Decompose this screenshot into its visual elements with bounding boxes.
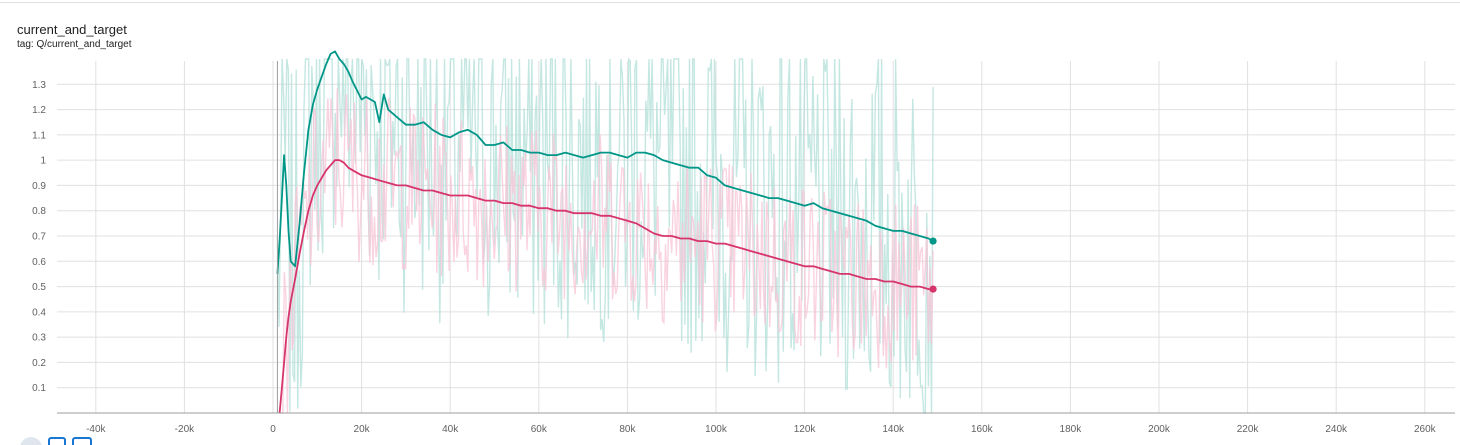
x-tick-label: 120k (794, 424, 817, 435)
chart-title: current_and_target (17, 22, 127, 37)
x-tick-label: 260k (1414, 424, 1437, 435)
raw-series-line-2 (279, 88, 934, 414)
top-divider (0, 2, 1460, 3)
fit-domain-icon[interactable] (20, 437, 42, 445)
smoothed-series-layer (276, 50, 937, 414)
axes: 0.1 0.2 0.3 0.4 0.5 0.6 0.7 0.8 0.9 1 1.1 1.2 1.3 -40… (32, 61, 1455, 435)
log-scale-icon[interactable] (48, 437, 66, 445)
download-icon[interactable] (72, 437, 92, 445)
x-tick-label: 80k (619, 424, 636, 435)
y-tick-label: 0.4 (32, 307, 46, 318)
y-tick-label: 0.5 (32, 282, 46, 293)
y-tick-label: 0.3 (32, 333, 46, 344)
x-tick-label: 160k (971, 424, 994, 435)
y-tick-label: 0.6 (32, 257, 46, 268)
y-tick-label: 1.3 (32, 80, 46, 91)
x-tick-label: 60k (531, 424, 548, 435)
y-tick-label: 0.1 (32, 383, 46, 394)
x-tick-label: 200k (1148, 424, 1171, 435)
x-tick-label: 240k (1325, 424, 1348, 435)
x-tick-label: 20k (354, 424, 371, 435)
series-end-point-1 (929, 237, 937, 245)
x-tick-label: 100k (705, 424, 728, 435)
series-end-point-2 (929, 285, 937, 293)
y-tick-label: 1.1 (32, 130, 46, 141)
y-tick-label: 0.9 (32, 181, 46, 192)
y-tick-label: 0.7 (32, 232, 46, 243)
x-tick-label: -20k (175, 424, 195, 435)
x-tick-label: 180k (1060, 424, 1083, 435)
series-line-2 (278, 159, 934, 414)
y-tick-label: 0.2 (32, 358, 46, 369)
x-tick-label: 140k (882, 424, 905, 435)
x-tick-label: -40k (86, 424, 106, 435)
raw-series-line-1 (276, 57, 934, 414)
x-tick-label: 220k (1237, 424, 1260, 435)
x-tick-label: 0 (270, 424, 276, 435)
x-tick-label: 40k (442, 424, 459, 435)
grid (57, 61, 1455, 413)
series-line-1 (276, 50, 934, 274)
chart-controls (20, 437, 92, 445)
y-tick-label: 1.2 (32, 105, 46, 116)
chart-tag: tag: Q/current_and_target (17, 39, 132, 50)
y-tick-label: 0.8 (32, 206, 46, 217)
raw-series-layer (276, 57, 934, 414)
y-tick-label: 1 (40, 156, 46, 167)
